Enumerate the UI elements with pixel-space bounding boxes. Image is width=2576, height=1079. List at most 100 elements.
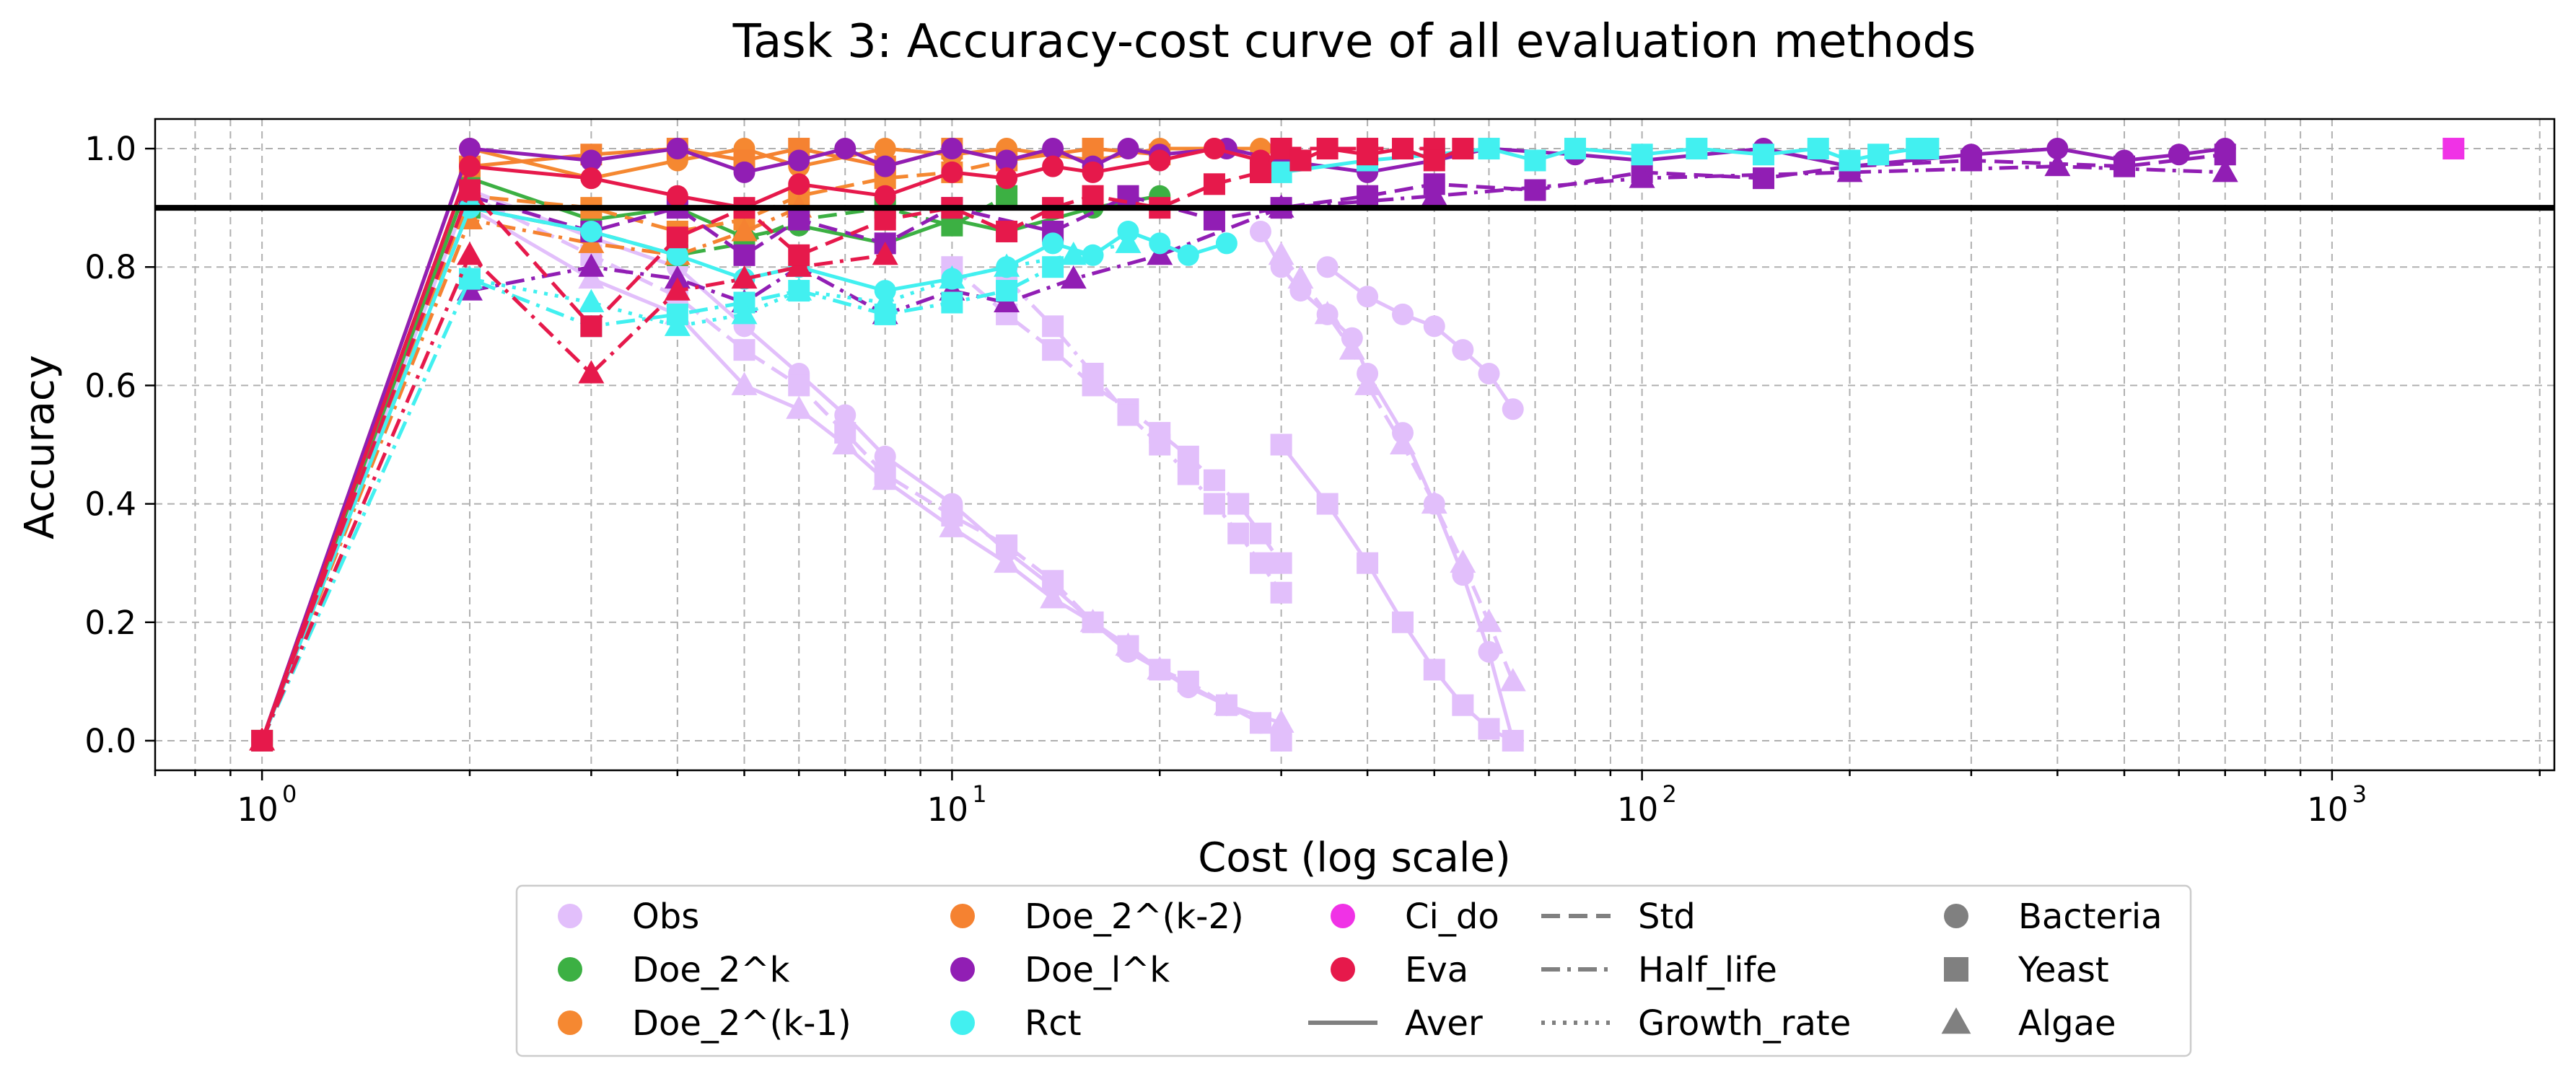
data-point <box>996 280 1018 302</box>
data-point <box>580 167 603 190</box>
data-point <box>788 244 810 266</box>
data-point <box>994 549 1020 573</box>
data-point <box>1082 244 1104 266</box>
legend-marker-doe-2-k-1- <box>558 1010 582 1035</box>
data-point <box>1314 301 1341 325</box>
legend-label: Growth_rate <box>1638 1003 1851 1044</box>
data-point <box>664 277 691 301</box>
data-point <box>1177 244 1199 266</box>
data-point <box>1149 232 1171 255</box>
legend-marker-doe-2-k <box>558 957 582 982</box>
data-point <box>1249 220 1271 242</box>
data-point <box>1839 149 1861 172</box>
data-point <box>1452 339 1474 361</box>
legend-label: Yeast <box>2018 950 2109 990</box>
data-point <box>1316 493 1339 515</box>
data-point <box>1753 144 1775 166</box>
data-point <box>1177 463 1199 485</box>
data-point <box>1042 256 1064 278</box>
data-point <box>580 220 603 242</box>
y-tick-label: 0.8 <box>84 248 136 286</box>
data-point <box>578 253 605 277</box>
data-point <box>996 220 1018 242</box>
data-point <box>731 301 758 325</box>
series-line-obs <box>1279 254 1515 682</box>
data-point <box>874 138 896 160</box>
data-point <box>1249 161 1271 183</box>
legend-marker-yeast <box>1944 957 1968 982</box>
y-tick-label: 0.4 <box>84 485 136 524</box>
data-point <box>458 155 481 177</box>
legend-label: Doe_2^(k-1) <box>632 1003 851 1044</box>
legend-label: Std <box>1638 897 1696 937</box>
data-point <box>1270 552 1292 574</box>
data-point <box>580 149 603 172</box>
data-point <box>1287 265 1314 289</box>
data-point <box>1270 161 1292 183</box>
data-point <box>939 514 965 537</box>
data-point <box>578 360 605 384</box>
legend-marker-obs <box>558 904 582 928</box>
data-point <box>1270 581 1292 604</box>
data-point <box>733 161 755 183</box>
legend-marker-bacteria <box>1944 904 1968 928</box>
data-point <box>939 265 965 289</box>
x-tick-label-exponent: 3 <box>2352 780 2367 808</box>
data-point <box>1079 609 1106 633</box>
data-point <box>1082 362 1104 384</box>
data-point <box>996 167 1018 190</box>
data-point <box>1215 232 1237 255</box>
data-point <box>456 242 483 265</box>
data-point <box>1042 232 1064 255</box>
legend-label: Doe_l^k <box>1025 950 1170 990</box>
data-point <box>1149 433 1171 456</box>
data-series-group <box>249 138 2465 752</box>
data-point <box>2113 155 2136 177</box>
data-point <box>666 185 688 207</box>
chart-title: Task 3: Accuracy-cost curve of all evalu… <box>732 15 1976 69</box>
series-line-eva <box>260 146 1261 741</box>
y-axis-label: Accuracy <box>17 355 63 540</box>
data-point <box>1339 336 1365 360</box>
data-point <box>1478 362 1500 384</box>
data-point <box>251 729 273 752</box>
series-line-doe-2-k <box>260 176 1160 741</box>
data-point <box>1524 179 1546 201</box>
x-tick-label: 10 <box>1617 790 1658 829</box>
data-point <box>832 431 859 454</box>
data-point <box>1268 709 1294 733</box>
data-point <box>1082 161 1104 183</box>
legend-label: Eva <box>1405 950 1468 990</box>
data-point <box>1354 371 1381 395</box>
legend-label: Obs <box>632 897 699 937</box>
data-point <box>1478 640 1500 663</box>
data-point <box>1452 694 1474 716</box>
x-tick-label: 10 <box>237 790 278 829</box>
data-point <box>788 173 810 195</box>
data-point <box>1421 490 1447 514</box>
data-point <box>1357 552 1379 574</box>
data-point <box>1917 138 1940 160</box>
data-point <box>731 265 758 289</box>
legend-label: Doe_2^k <box>632 950 790 990</box>
data-point <box>1115 632 1142 656</box>
data-point <box>1392 138 1414 160</box>
data-point <box>941 291 963 314</box>
legend-label: Aver <box>1405 1003 1483 1044</box>
data-point <box>1203 173 1225 195</box>
y-tick-label: 0.2 <box>84 604 136 642</box>
data-point <box>2044 152 2071 177</box>
data-point <box>1686 138 1708 160</box>
data-point <box>1867 144 1890 166</box>
data-point <box>1270 729 1292 752</box>
data-point <box>834 138 857 160</box>
data-point <box>1249 522 1271 545</box>
data-point <box>1421 182 1447 206</box>
data-point <box>1564 138 1586 160</box>
data-point <box>1270 138 1292 160</box>
series-line-rct <box>260 265 1054 742</box>
data-point <box>1478 138 1500 160</box>
data-point <box>1203 493 1225 515</box>
plot-frame <box>154 118 2556 772</box>
